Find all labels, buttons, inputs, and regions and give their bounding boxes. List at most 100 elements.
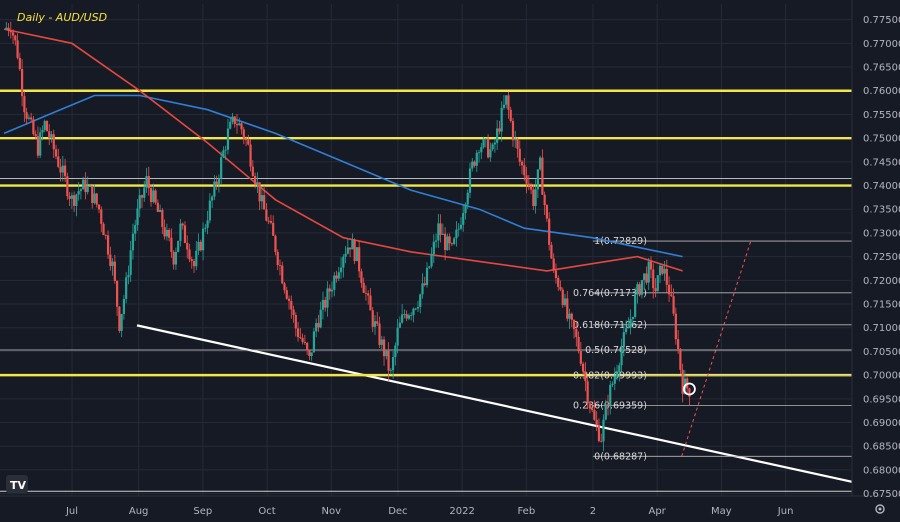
candle-body — [618, 365, 621, 373]
candle-body — [186, 242, 189, 250]
candle-body — [109, 254, 112, 266]
candle-body — [296, 328, 300, 338]
candle-body — [577, 336, 580, 352]
candle-body — [339, 267, 343, 273]
candle-body — [278, 265, 282, 266]
candle-body — [523, 165, 526, 176]
candle-body — [661, 265, 664, 274]
candle-body — [640, 280, 644, 295]
candle-body — [600, 440, 603, 442]
candle-body — [674, 313, 677, 340]
candle-body — [656, 275, 659, 292]
candle-body — [401, 314, 404, 323]
candle-body — [312, 331, 316, 353]
candle-body — [337, 272, 340, 279]
candle-body — [330, 289, 334, 292]
candle-body — [30, 117, 33, 120]
candle-body — [679, 348, 682, 370]
x-tick-label: Sep — [193, 506, 212, 517]
candle-body — [39, 132, 42, 156]
tv-logo-icon[interactable]: TV — [6, 475, 28, 493]
candle-body — [604, 404, 607, 420]
candle-body — [274, 235, 277, 252]
candle-body — [344, 253, 347, 257]
candle-body — [125, 277, 128, 299]
candle-body — [609, 384, 612, 407]
candle-body — [226, 128, 230, 150]
candle-body — [179, 223, 182, 241]
candle-body — [453, 238, 456, 244]
candle-body — [177, 240, 180, 252]
candle-body — [511, 121, 515, 141]
candle-body — [450, 243, 454, 245]
candle-body — [552, 258, 555, 271]
candle-body — [14, 35, 17, 41]
candle-body — [25, 112, 28, 119]
candle-body — [321, 299, 325, 310]
candle-body — [369, 295, 372, 311]
candle-body — [620, 347, 623, 366]
x-tick-label: Feb — [517, 506, 535, 517]
candle-body — [251, 166, 254, 176]
candle-body — [520, 161, 524, 166]
candle-body — [473, 161, 476, 166]
candle-body — [636, 284, 639, 295]
candle-body — [224, 149, 227, 151]
candle-body — [258, 182, 261, 202]
candle-body — [111, 261, 114, 266]
candle-body — [491, 144, 494, 150]
candle-body — [181, 223, 184, 226]
candle-body — [100, 209, 103, 224]
fib-level-label: 0.5(0.70528) — [585, 345, 647, 356]
candle-body — [396, 327, 399, 346]
candle-body — [670, 294, 673, 297]
candle-body — [102, 223, 105, 236]
candle-body — [385, 350, 388, 357]
candle-body — [468, 168, 472, 193]
settings-gear-icon[interactable] — [875, 504, 885, 514]
candle-body — [265, 209, 268, 221]
candle-body — [95, 193, 98, 205]
fib-level-label: 0.618(0.71062) — [573, 320, 647, 331]
candle-body — [308, 350, 311, 357]
candle-body — [611, 383, 614, 385]
candle-body — [355, 247, 358, 262]
candle-body — [482, 138, 485, 148]
candle-body — [548, 218, 551, 245]
moving-averages-layer — [3, 28, 683, 272]
candle-body — [79, 189, 83, 192]
candle-body — [654, 288, 657, 292]
candle-body — [437, 223, 440, 241]
candle-body — [484, 138, 487, 140]
candle-body — [432, 241, 435, 255]
candle-body — [382, 339, 386, 357]
candle-body — [652, 269, 655, 289]
candle-body — [253, 175, 257, 184]
candle-body — [667, 284, 671, 295]
candle-body — [272, 222, 275, 236]
candle-body — [606, 404, 610, 407]
candle-body — [324, 299, 327, 308]
candle-body — [170, 237, 173, 252]
candle-body — [507, 95, 510, 110]
candle-body — [335, 275, 338, 279]
candle-body — [373, 321, 377, 327]
candle-body — [509, 109, 512, 122]
candle-body — [57, 156, 60, 167]
candle-body — [240, 123, 243, 130]
candle-body — [629, 319, 632, 328]
candle-body — [602, 419, 605, 442]
candle-body — [183, 225, 187, 243]
y-tick-label: 0.67500 — [863, 489, 900, 500]
ma-fast-line — [3, 28, 683, 272]
candle-body — [45, 121, 49, 132]
candle-body — [143, 187, 146, 198]
candle-body — [328, 288, 331, 292]
